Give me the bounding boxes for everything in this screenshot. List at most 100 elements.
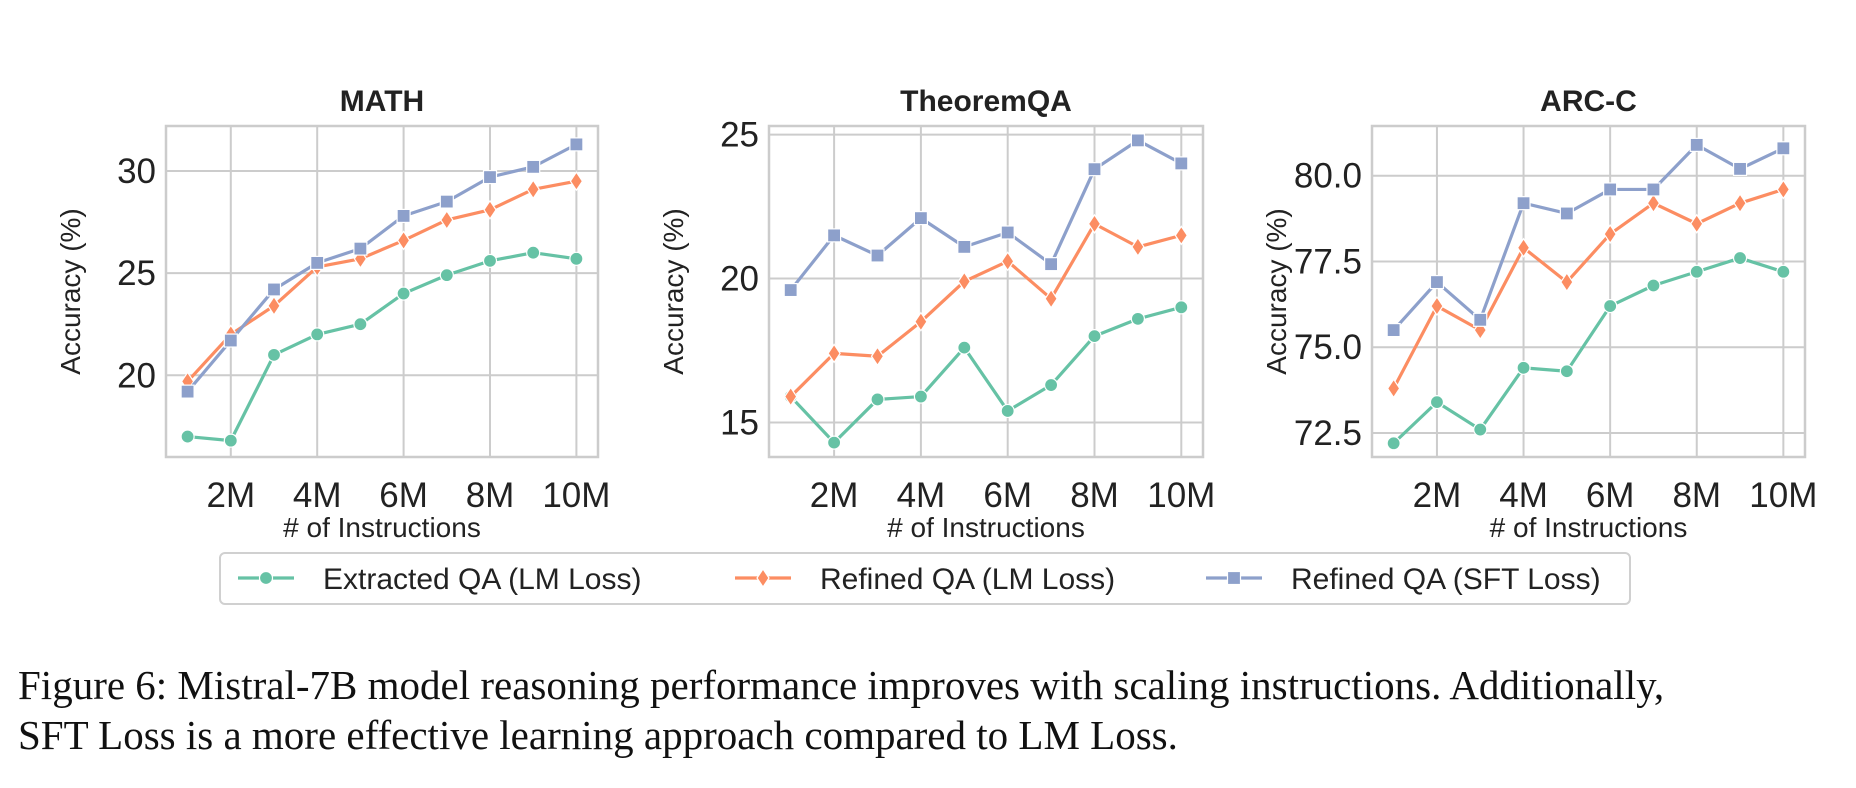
data-point (482, 253, 498, 268)
data-point (957, 271, 972, 292)
series-line (1392, 256, 1784, 445)
chart-title: ARC-C (1540, 85, 1637, 118)
y-tick-label: 20 (117, 356, 156, 395)
data-point (1000, 403, 1015, 419)
data-point (482, 169, 498, 185)
series-2 (1386, 179, 1791, 399)
x-tick-label: 10M (1749, 476, 1817, 515)
data-point (1689, 264, 1704, 279)
legend-entry: Extracted QA (LM Loss) (238, 563, 641, 596)
legend-label: Extracted QA (LM Loss) (323, 563, 641, 596)
data-point (266, 347, 282, 362)
grid-lines (166, 126, 598, 457)
data-point (483, 199, 497, 220)
series-line (789, 222, 1182, 398)
x-tick-label: 6M (983, 476, 1032, 515)
data-point (1559, 206, 1574, 221)
series-line (789, 138, 1183, 292)
series-2 (180, 171, 584, 392)
data-point (1130, 311, 1146, 326)
plot-frame (164, 124, 600, 459)
data-point (439, 268, 454, 283)
y-axis-label: Accuracy (%) (658, 208, 689, 374)
data-point (266, 282, 282, 297)
data-point (870, 392, 885, 407)
y-tick-label: 72.5 (1294, 414, 1362, 453)
data-point (439, 194, 454, 209)
y-tick-label: 25 (720, 116, 759, 155)
data-point (1473, 422, 1488, 437)
data-point (353, 317, 368, 332)
data-point (1646, 193, 1661, 214)
data-point (223, 333, 238, 348)
data-point (1560, 271, 1574, 293)
data-point (1174, 225, 1189, 246)
grid-lines (769, 126, 1203, 457)
data-point (1603, 223, 1617, 245)
x-tick-label: 6M (379, 476, 428, 515)
data-point (1776, 264, 1791, 279)
chart-panel-1: 2M 4M 6M 8M 10M 20 25 30 MATH # of Instructions Ac… (55, 85, 610, 543)
data-point (913, 389, 929, 404)
x-tick-label: 4M (293, 476, 342, 515)
data-point (353, 248, 368, 269)
data-point (569, 251, 584, 266)
data-point (1043, 257, 1059, 272)
legend-marker (1226, 570, 1242, 586)
data-point (827, 343, 841, 364)
x-tick-label: 10M (542, 476, 610, 515)
legend-label: Refined QA (SFT Loss) (1291, 563, 1601, 596)
data-point (1087, 329, 1102, 344)
chart-title: TheoremQA (900, 85, 1072, 118)
x-axis-label: # of Instructions (1490, 512, 1688, 543)
legend-entry: Refined QA (LM Loss) (735, 563, 1115, 596)
data-point (310, 327, 325, 342)
data-point (526, 245, 541, 260)
x-tick-label: 8M (466, 476, 515, 515)
data-point (1689, 137, 1704, 152)
data-point (957, 239, 972, 254)
data-point (223, 433, 238, 448)
x-tick-label: 2M (810, 476, 859, 515)
data-point (267, 295, 281, 316)
data-point (1174, 300, 1189, 315)
y-tick-label: 25 (117, 254, 156, 293)
y-tick-label: 15 (720, 403, 759, 442)
legend-marker (258, 570, 274, 586)
series-line (1392, 187, 1784, 390)
data-point (1130, 133, 1146, 148)
data-point (526, 179, 540, 200)
x-tick-label: 6M (1586, 476, 1635, 515)
caption-line-1: Figure 6: Mistral-7B model reasoning per… (18, 662, 1665, 708)
chart-panels: 2M 4M 6M 8M 10M 20 25 30 MATH # of Instructions Ac… (55, 85, 1817, 543)
data-point (826, 435, 842, 450)
data-point (1516, 196, 1531, 211)
data-point (1732, 161, 1748, 176)
data-point (440, 209, 454, 231)
chart-panel-2: 2M 4M 6M 8M 10M 15 20 25 TheoremQA # of Instructi… (658, 85, 1215, 543)
data-point (1646, 182, 1661, 197)
data-point (1000, 225, 1015, 240)
data-point (180, 429, 195, 444)
x-tick-label: 10M (1147, 476, 1215, 515)
data-point (1733, 193, 1747, 214)
data-point (957, 340, 972, 355)
data-point (1000, 251, 1015, 272)
series-1 (783, 300, 1189, 450)
x-tick-label: 4M (897, 476, 946, 515)
series-line (186, 142, 578, 393)
y-tick-label: 20 (720, 260, 759, 299)
x-axis-label: # of Instructions (887, 512, 1085, 543)
legend-label: Refined QA (LM Loss) (820, 563, 1115, 596)
series-line (187, 251, 577, 443)
data-point (1044, 288, 1058, 309)
figure: 2M 4M 6M 8M 10M 20 25 30 MATH # of Instructions Ac… (55, 85, 1817, 605)
data-point (1473, 312, 1488, 327)
data-point (1776, 141, 1791, 156)
data-point (826, 228, 842, 243)
series-1 (1386, 250, 1791, 451)
chart-panel-3: 2M 4M 6M 8M 10M 72.5 75.0 77.5 80.0 ARC-C # of Ins… (1261, 85, 1817, 543)
data-point (914, 311, 928, 332)
data-point (569, 171, 584, 192)
x-axis-label: # of Instructions (283, 512, 481, 543)
